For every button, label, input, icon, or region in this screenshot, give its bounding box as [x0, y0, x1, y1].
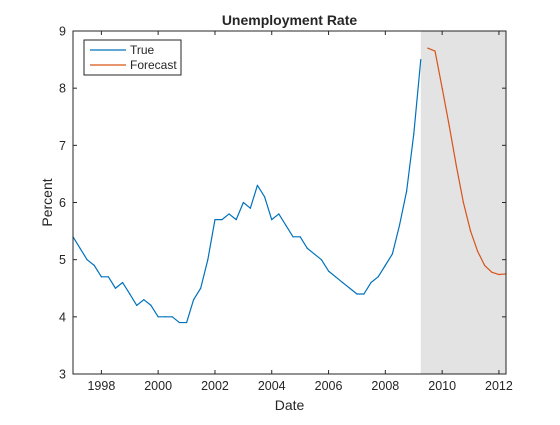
data-point-true: [384, 264, 386, 266]
data-point-true: [356, 293, 358, 295]
y-tick-label: 4: [59, 310, 66, 324]
series-line-true: [72, 59, 422, 324]
data-point-true: [398, 224, 401, 226]
data-point-true: [86, 259, 88, 261]
data-point-true: [93, 264, 95, 266]
data-point-true: [235, 219, 237, 221]
x-tick-label: 2004: [258, 379, 286, 393]
data-point-true: [285, 224, 287, 226]
data-point-true: [271, 219, 273, 221]
data-point-true: [334, 276, 337, 278]
data-point-true: [186, 321, 188, 324]
x-tick-label: 1998: [87, 379, 115, 393]
x-tick-label: 2008: [371, 379, 399, 393]
data-point-true: [129, 293, 131, 295]
data-point-true: [406, 190, 408, 192]
x-tick-label: 2010: [428, 379, 456, 393]
data-point-true: [278, 213, 280, 215]
data-point-true: [178, 321, 181, 324]
data-point-true: [249, 207, 251, 209]
data-point-true: [242, 201, 244, 204]
data-point-forecast: [455, 164, 457, 166]
data-point-true: [157, 316, 159, 318]
data-point-true: [143, 299, 145, 301]
data-point-forecast: [484, 264, 486, 266]
y-axis-label: Percent: [39, 178, 55, 226]
y-tick-label: 7: [59, 139, 66, 153]
data-point-true: [349, 287, 351, 289]
data-point-true: [263, 196, 266, 198]
data-point-forecast: [448, 124, 450, 126]
data-point-true: [292, 236, 294, 238]
data-point-forecast: [498, 273, 500, 276]
data-point-true: [420, 58, 422, 61]
data-point-forecast: [427, 47, 429, 49]
data-point-forecast: [462, 201, 464, 204]
data-point-true: [313, 253, 315, 255]
x-tick-label: 2006: [315, 379, 343, 393]
data-point-true: [107, 276, 109, 278]
data-point-true: [114, 287, 117, 289]
legend-box: [83, 39, 182, 76]
data-point-forecast: [434, 50, 436, 52]
legend-label-true: True: [130, 43, 155, 57]
data-point-true: [327, 270, 330, 272]
data-point-forecast: [469, 230, 472, 232]
data-point-forecast: [441, 87, 443, 89]
data-point-true: [171, 316, 173, 318]
x-axis-label: Date: [275, 397, 305, 413]
y-tick-label: 5: [59, 253, 66, 267]
data-point-forecast: [476, 250, 479, 252]
x-tick-label: 2000: [144, 379, 172, 393]
data-point-true: [370, 281, 372, 284]
data-point-true: [207, 259, 209, 261]
data-point-true: [391, 253, 393, 255]
data-point-true: [122, 281, 124, 284]
data-point-true: [79, 247, 81, 249]
data-point-true: [299, 236, 301, 238]
series-line-forecast: [427, 47, 507, 276]
data-point-true: [377, 276, 379, 278]
data-point-true: [413, 133, 415, 135]
data-point-true: [256, 184, 259, 186]
data-point-true: [100, 276, 102, 278]
data-point-true: [200, 287, 202, 289]
data-point-true: [150, 304, 152, 306]
y-tick-label: 8: [59, 82, 66, 96]
data-point-true: [221, 219, 223, 221]
data-point-forecast: [491, 271, 493, 273]
y-tick-label: 6: [59, 196, 66, 210]
data-point-true: [363, 293, 365, 295]
legend-label-forecast: Forecast: [130, 58, 177, 72]
chart-title: Unemployment Rate: [222, 12, 358, 28]
data-point-true: [136, 304, 138, 306]
data-point-true: [342, 281, 344, 284]
y-tick-label: 9: [59, 25, 66, 39]
x-tick-label: 2002: [201, 379, 229, 393]
data-point-true: [164, 316, 166, 318]
y-tick-label: 3: [59, 368, 66, 382]
legend: True Forecast: [83, 39, 182, 76]
x-tick-label: 2012: [485, 379, 513, 393]
data-point-true: [228, 213, 230, 215]
data-point-true: [214, 219, 216, 221]
data-point-true: [320, 259, 323, 261]
data-point-true: [306, 247, 308, 249]
data-point-true: [192, 299, 195, 301]
